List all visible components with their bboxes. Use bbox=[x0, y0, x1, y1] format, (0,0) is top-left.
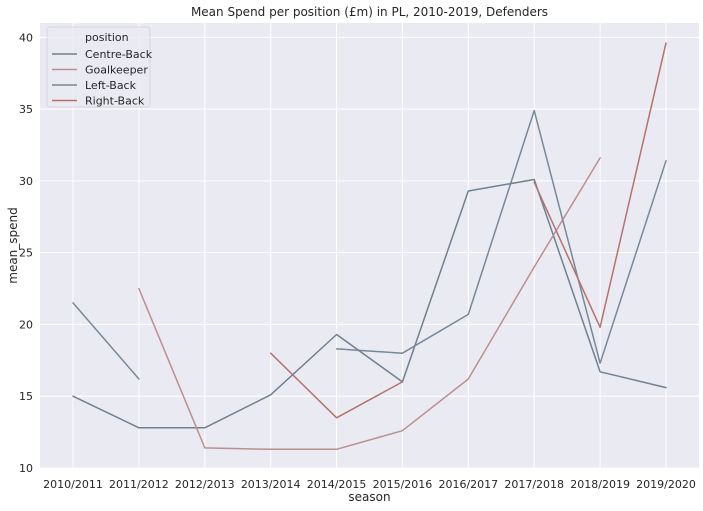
y-tick-label: 30 bbox=[19, 175, 33, 188]
y-tick-labels: 10 15 20 25 30 35 40 bbox=[19, 31, 33, 475]
series-line-centre-back bbox=[72, 178, 667, 429]
y-tick-label: 20 bbox=[19, 318, 33, 331]
x-tick-label: 2017/2018 bbox=[504, 478, 564, 491]
series-line-left-back bbox=[335, 109, 667, 364]
legend-box bbox=[46, 26, 151, 108]
x-tick-label: 2010/2011 bbox=[43, 478, 103, 491]
legend-title: position bbox=[85, 31, 129, 44]
x-tick-labels: 2010/2011 2011/2012 2012/2013 2013/2014 2014… bbox=[43, 478, 696, 491]
y-axis-label: mean_spend bbox=[6, 207, 20, 284]
y-tick-label: 40 bbox=[19, 31, 33, 44]
series-lines bbox=[72, 42, 667, 451]
x-tick-label: 2016/2017 bbox=[438, 478, 498, 491]
x-tick-label: 2011/2012 bbox=[109, 478, 169, 491]
series-line-right-back bbox=[269, 352, 404, 419]
legend-label: Goalkeeper bbox=[85, 64, 148, 77]
y-tick-label: 10 bbox=[19, 462, 33, 475]
x-tick-label: 2014/2015 bbox=[307, 478, 367, 491]
x-tick-label: 2012/2013 bbox=[175, 478, 235, 491]
x-tick-label: 2015/2016 bbox=[373, 478, 433, 491]
legend-label: Left-Back bbox=[85, 79, 137, 92]
legend-label: Right-Back bbox=[85, 95, 145, 108]
chart-title: Mean Spend per position (£m) in PL, 2010… bbox=[191, 5, 548, 19]
x-tick-label: 2018/2019 bbox=[570, 478, 630, 491]
grid-lines bbox=[40, 23, 699, 469]
series-line-goalkeeper bbox=[138, 157, 601, 451]
legend-label: Centre-Back bbox=[85, 48, 153, 61]
y-tick-label: 35 bbox=[19, 103, 33, 116]
y-tick-label: 25 bbox=[19, 247, 33, 260]
series-line-left-back bbox=[72, 302, 140, 380]
x-tick-label: 2019/2020 bbox=[636, 478, 696, 491]
x-tick-label: 2013/2014 bbox=[241, 478, 301, 491]
x-axis-label: season bbox=[348, 490, 390, 504]
series-line-right-back bbox=[533, 42, 667, 329]
y-tick-label: 15 bbox=[19, 390, 33, 403]
legend: position Centre-Back Goalkeeper Left-Back R… bbox=[46, 26, 153, 108]
